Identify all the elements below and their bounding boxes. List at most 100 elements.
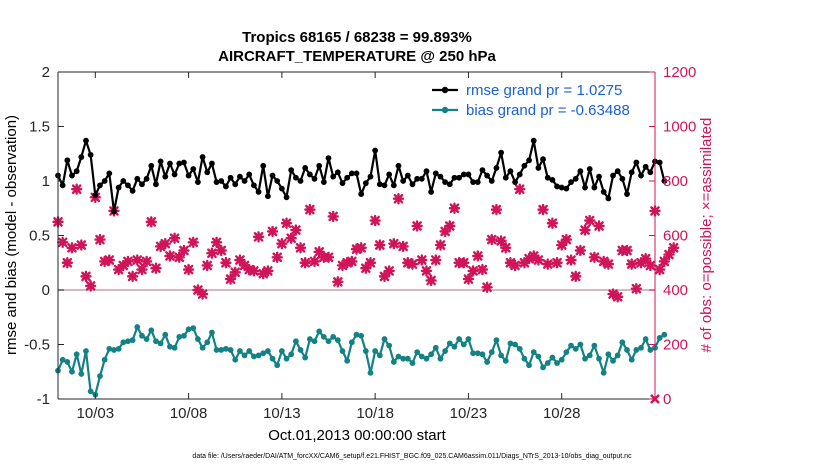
obs-count-marker [56,236,69,249]
legend-marker [441,86,449,94]
obs-count-marker [416,254,428,266]
obs-count-marker [313,246,325,258]
rmse-point [549,177,556,183]
bias-point [484,359,490,365]
rmse-point [638,172,644,179]
bias-point [479,351,486,358]
bias-point [255,352,262,359]
obs-count-marker [290,224,302,236]
obs-count-marker [346,255,358,268]
bias-point [129,337,136,344]
y2-tick-label: 600 [663,228,688,245]
obs-count-marker [168,232,181,244]
obs-count-marker [448,202,461,214]
obs-count-marker [187,236,199,249]
rmse-point [512,179,518,185]
rmse-point [647,169,654,176]
rmse-point [334,169,341,176]
obs-count-marker [341,257,353,269]
obs-count-marker [444,220,456,232]
obs-count-marker [215,244,227,257]
bias-point [563,349,570,356]
obs-count-marker [472,250,484,262]
rmse-point [339,180,346,187]
rmse-point [540,156,546,163]
bias-point [367,369,374,376]
obs-count-marker [75,239,88,251]
rmse-point [376,181,383,188]
obs-count-marker [588,251,601,263]
bias-point [297,347,304,353]
obs-count-marker [332,276,344,288]
bias-point [185,326,192,333]
obs-count-marker [271,251,283,263]
obs-count-marker [602,258,615,270]
bias-point [204,339,211,346]
rmse-point [390,182,397,189]
bias-point [325,338,332,345]
bias-point [451,343,458,350]
rmse-point [73,168,80,175]
y-tick-label: 0 [42,282,50,299]
bias-point [171,344,178,351]
chart-title: Tropics 68165 / 68238 = 99.893% [242,29,472,46]
rmse-point [572,175,579,182]
bias-point [633,347,640,353]
obs-count-marker [490,203,503,216]
y2-tick-label: 1200 [663,64,696,81]
rmse-point [372,147,379,154]
bias-point [115,345,122,352]
chart-subtitle: AIRCRAFT_TEMPERATURE @ 250 hPa [218,48,496,65]
rmse-point [292,174,299,181]
rmse-point [642,163,649,170]
bias-point [97,373,103,380]
bias-point [488,349,495,356]
x-tick-label: 10/23 [450,405,488,422]
obs-count-marker [597,255,610,268]
rmse-point [106,170,113,177]
rmse-point [633,159,640,166]
bias-point [507,340,514,347]
rmse-point [484,172,490,179]
rmse-point [157,158,164,165]
bias-point [624,347,630,353]
bias-point [232,356,239,363]
rmse-point [241,178,248,184]
rmse-point [246,171,253,178]
bias-point [316,328,323,335]
bias-point [302,354,309,361]
y2-axis-label: # of obs: o=possible; ×=assimilated [698,118,715,353]
obs-count-marker [425,274,437,287]
rmse-point [185,172,192,179]
rmse-point [250,182,257,189]
rmse-point [661,178,668,184]
bias-point [274,362,281,369]
obs-count-marker [131,254,143,266]
bias-point [605,351,612,358]
bias-point [446,340,453,347]
obs-count-marker [364,257,377,269]
bias-point [111,347,117,353]
bias-point [246,348,253,354]
rmse-point [59,182,66,189]
x-tick-label: 10/18 [356,405,394,422]
obs-count-marker [574,244,587,257]
rmse-point [535,165,542,171]
obs-count-marker [248,265,260,277]
bias-point [190,325,197,332]
bias-point [59,356,66,363]
bias-point [339,348,346,354]
rmse-point [139,181,145,188]
obs-count-marker [523,252,535,265]
obs-count-marker [304,203,316,216]
rmse-point [111,208,117,215]
bias-point [162,331,169,338]
bias-point [334,337,341,344]
rmse-point [577,168,584,175]
obs-count-marker [285,232,297,244]
bias-point [78,371,85,377]
rmse-point [362,180,369,187]
rmse-point [176,160,183,167]
bias-point [582,355,588,362]
